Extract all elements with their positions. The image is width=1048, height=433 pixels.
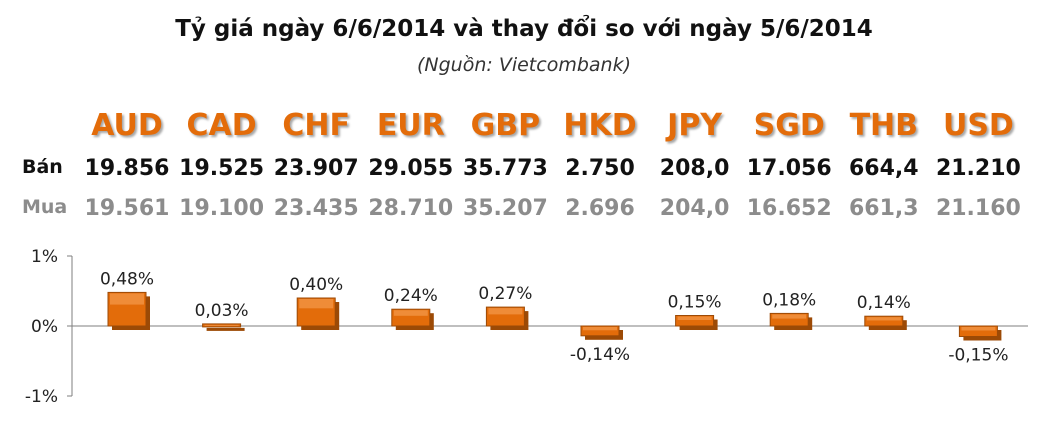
data-label-usd: -0,15% [948, 346, 1008, 366]
currency-code-chf: CHF [282, 108, 350, 143]
currency-code-usd: USD [942, 108, 1014, 143]
currency-code-eur: EUR [376, 108, 445, 143]
bar-highlight-cad [204, 324, 239, 326]
data-label-jpy: 0,15% [668, 293, 722, 313]
bar-shadow-cad [206, 327, 245, 331]
data-label-chf: 0,40% [289, 275, 343, 295]
sell-rate-thb: 664,4 [849, 156, 919, 181]
data-label-eur: 0,24% [384, 286, 438, 306]
currency-code-aud: AUD [91, 108, 163, 143]
sell-rate-gbp: 35.773 [462, 156, 548, 181]
bar-highlight-chf [299, 299, 334, 309]
bar-highlight-hkd [583, 327, 617, 331]
currency-code-gbp: GBP [470, 108, 541, 143]
bar-highlight-sgd [772, 314, 807, 319]
sell-rate-eur: 29.055 [368, 156, 454, 181]
bar-thb [864, 315, 904, 327]
buy-row-label: Mua [22, 196, 68, 218]
currency-code-row: AUD CAD CHF EUR GBP HKD JPY SGD THB USD [0, 108, 1048, 148]
sell-row-label: Bán [22, 156, 63, 178]
sell-rate-usd: 21.210 [935, 156, 1021, 181]
buy-rate-chf: 23.435 [273, 196, 359, 221]
bar-highlight-usd [961, 327, 996, 331]
bar-highlight-eur [393, 310, 428, 316]
buy-rate-aud: 19.561 [84, 196, 170, 221]
buy-rate-row: Mua 19.561 19.100 23.435 28.710 35.207 2.696 2… [0, 196, 1048, 236]
buy-rate-gbp: 35.207 [462, 196, 548, 221]
buy-rate-sgd: 16.652 [746, 196, 832, 221]
bar-highlight-thb [866, 317, 901, 321]
chart-subtitle: (Nguồn: Vietcombank) [417, 54, 631, 76]
data-label-gbp: 0,27% [478, 284, 532, 304]
y-tick-label: -1% [25, 387, 58, 407]
chart-title: Tỷ giá ngày 6/6/2014 và thay đổi so với … [175, 16, 873, 42]
sell-rate-row: Bán 19.856 19.525 23.907 29.055 35.773 2.750 2… [0, 156, 1048, 196]
data-label-cad: 0,03% [195, 301, 249, 321]
buy-rate-usd: 21.160 [935, 196, 1021, 221]
y-tick-label: 0% [31, 317, 58, 337]
buy-rate-cad: 19.100 [179, 196, 265, 221]
sell-rate-jpy: 208,0 [659, 156, 730, 181]
bar-highlight-jpy [677, 316, 712, 320]
buy-rate-hkd: 2.696 [565, 196, 635, 221]
currency-code-thb: THB [849, 108, 919, 143]
bar-highlight-gbp [488, 308, 523, 315]
currency-code-hkd: HKD [563, 108, 637, 143]
sell-rate-cad: 19.525 [179, 156, 265, 181]
data-label-aud: 0,48% [100, 269, 154, 289]
data-label-sgd: 0,18% [762, 290, 816, 310]
data-label-hkd: -0,14% [570, 345, 630, 365]
currency-code-cad: CAD [186, 108, 257, 143]
sell-rate-chf: 23.907 [273, 156, 359, 181]
y-tick-label: 1% [31, 247, 58, 267]
buy-rate-jpy: 204,0 [659, 196, 730, 221]
bar-jpy [675, 315, 715, 327]
sell-rate-hkd: 2.750 [565, 156, 635, 181]
currency-code-jpy: JPY [667, 108, 723, 143]
sell-rate-aud: 19.856 [84, 156, 170, 181]
sell-rate-sgd: 17.056 [746, 156, 832, 181]
currency-code-sgd: SGD [753, 108, 825, 143]
bar-usd [958, 325, 998, 337]
bar-highlight-aud [110, 293, 144, 305]
data-label-thb: 0,14% [857, 293, 911, 313]
bar-hkd [580, 325, 620, 337]
buy-rate-eur: 28.710 [368, 196, 454, 221]
buy-rate-thb: 661,3 [849, 196, 919, 221]
